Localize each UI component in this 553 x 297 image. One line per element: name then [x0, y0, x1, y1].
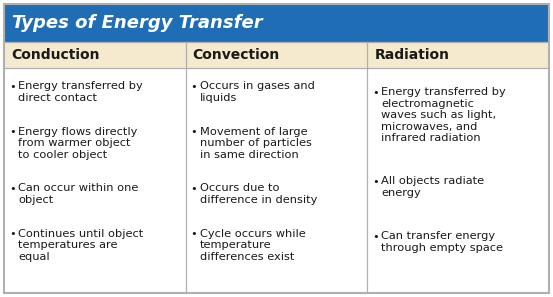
Bar: [4, 68, 186, 293]
Text: liquids: liquids: [200, 93, 237, 103]
Text: Convection: Convection: [192, 48, 280, 62]
Text: •: •: [191, 184, 197, 194]
Text: temperature: temperature: [200, 240, 272, 250]
Bar: [4, 4, 549, 42]
Text: •: •: [372, 177, 379, 187]
Text: Occurs in gases and: Occurs in gases and: [200, 81, 315, 91]
Text: •: •: [191, 127, 197, 137]
Text: •: •: [191, 229, 197, 239]
Text: difference in density: difference in density: [200, 195, 317, 205]
Text: Cycle occurs while: Cycle occurs while: [200, 228, 305, 238]
Text: in same direction: in same direction: [200, 150, 299, 159]
Text: waves such as light,: waves such as light,: [382, 110, 497, 120]
Text: Energy transferred by: Energy transferred by: [18, 81, 143, 91]
Text: •: •: [372, 88, 379, 98]
Text: Can occur within one: Can occur within one: [18, 183, 138, 193]
Text: number of particles: number of particles: [200, 138, 311, 148]
Text: Energy flows directly: Energy flows directly: [18, 127, 137, 137]
Text: electromagnetic: electromagnetic: [382, 99, 474, 109]
Text: through empty space: through empty space: [382, 243, 503, 253]
Text: Conduction: Conduction: [11, 48, 100, 62]
Text: microwaves, and: microwaves, and: [382, 121, 478, 132]
Text: object: object: [18, 195, 53, 205]
Bar: [186, 42, 367, 68]
Text: •: •: [372, 232, 379, 242]
Text: Types of Energy Transfer: Types of Energy Transfer: [12, 14, 263, 32]
Bar: [4, 42, 186, 68]
Text: •: •: [9, 127, 15, 137]
Text: to cooler object: to cooler object: [18, 150, 107, 159]
Text: from warmer object: from warmer object: [18, 138, 131, 148]
Text: •: •: [191, 82, 197, 92]
Text: •: •: [9, 229, 15, 239]
Text: temperatures are: temperatures are: [18, 240, 117, 250]
Text: equal: equal: [18, 252, 50, 261]
Text: infrared radiation: infrared radiation: [382, 133, 481, 143]
Text: Radiation: Radiation: [374, 48, 450, 62]
Text: differences exist: differences exist: [200, 252, 294, 261]
Text: Movement of large: Movement of large: [200, 127, 307, 137]
Text: •: •: [9, 82, 15, 92]
Text: energy: energy: [382, 188, 421, 198]
Bar: [367, 42, 549, 68]
Text: direct contact: direct contact: [18, 93, 97, 103]
Text: All objects radiate: All objects radiate: [382, 176, 484, 187]
Bar: [186, 68, 367, 293]
Text: Can transfer energy: Can transfer energy: [382, 231, 495, 241]
Bar: [367, 68, 549, 293]
Text: Energy transferred by: Energy transferred by: [382, 87, 506, 97]
Text: Occurs due to: Occurs due to: [200, 183, 279, 193]
Text: •: •: [9, 184, 15, 194]
Text: Continues until object: Continues until object: [18, 228, 143, 238]
